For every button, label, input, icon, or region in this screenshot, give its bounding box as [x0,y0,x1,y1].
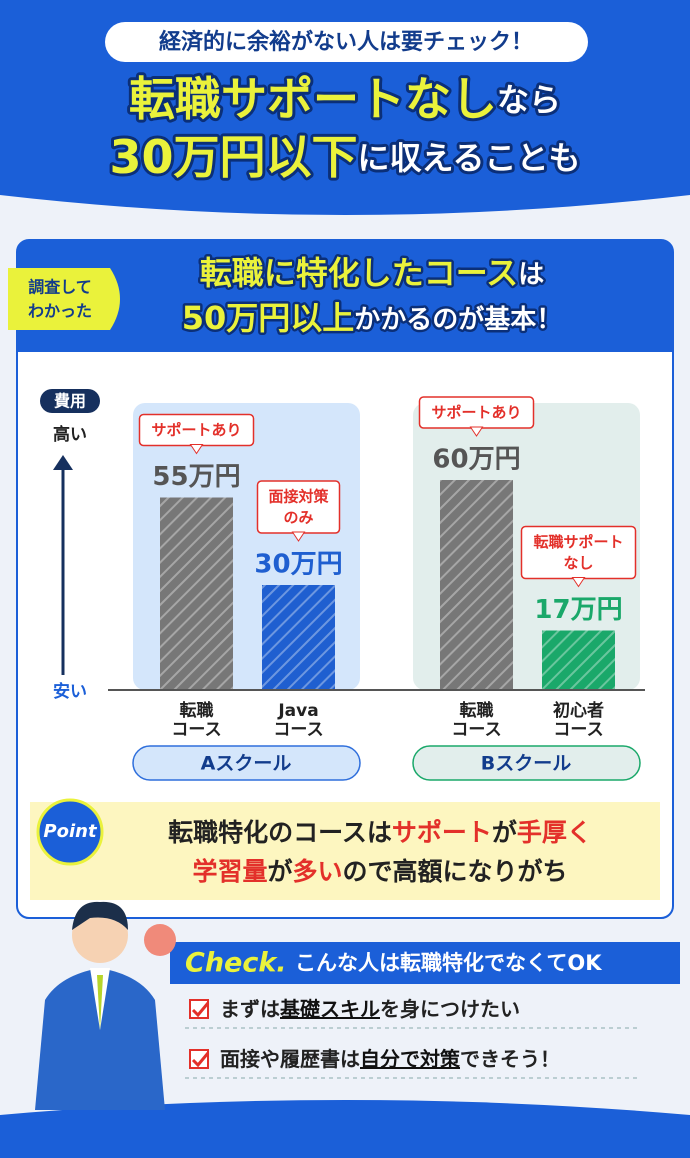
value-label: 30万円 [254,550,342,580]
callout-tail [189,444,204,455]
panel-header [17,240,673,352]
head [72,907,128,963]
arrow-head [53,455,73,470]
text-segment: なら [497,81,561,119]
check-item: まずは基礎スキルを身につけたい [220,997,520,1021]
point-box [30,802,660,900]
value-label: 55万円 [152,462,240,492]
check-band [170,942,680,984]
header-badge: 経済的に余裕がない人は要チェック！ [159,29,533,55]
x-tick-label: 転職 [180,700,214,721]
text-segment: 転職特化のコースは [168,818,392,847]
x-tick-label: Java [277,701,318,721]
check-mark [191,1052,210,1068]
headline: 転職サポートなしなら [129,72,561,126]
text-segment: 面接や履歴書は [220,1047,360,1071]
axis-label-bg [40,389,100,413]
value-label: 17万円 [534,595,622,625]
check-title: こんな人は転職特化でなくてOK [295,951,602,975]
check-mark [191,1002,210,1018]
suit [35,968,165,1110]
text-segment: 学習量 [192,857,267,886]
tag-text: 調査して [28,278,92,297]
person [35,901,176,1110]
tie [97,975,103,1030]
callout-text: 面接対策 [268,488,329,506]
coin-purse [144,924,176,956]
text-segment: 転職サポートなし [129,72,497,126]
tag-bg [8,268,120,330]
callout-text: サポートあり [431,404,521,422]
group-label: Bスクール [481,753,571,775]
text-segment: かかるのが基本！ [354,304,562,335]
text-segment: ので高額になりがち [343,857,568,886]
callout-text: 転職サポート [533,533,623,551]
callout-tail [291,531,306,542]
group-label: Aスクール [201,753,292,775]
axis-low: 安い [53,681,87,702]
text-segment: 手厚く [517,818,592,847]
hair [72,901,128,930]
bar-hatch [160,497,233,690]
x-tick-label: 初心者 [553,700,604,721]
text-segment: に収えることも [357,139,580,177]
x-tick-label: コース [171,720,221,740]
bar-hatch [262,585,335,690]
panel-heading: 転職に特化したコースは [200,254,544,292]
group-pill [132,745,361,781]
text-segment: 30万円以下 [109,130,357,184]
chart: 費用高い安いAスクール55万円サポートあり転職コース30万円面接対策のみJava… [40,389,645,781]
check-badge: Check. [185,948,287,979]
callout-text: なし [563,554,593,572]
bar-hatch [440,480,513,690]
x-tick-label: コース [553,720,603,740]
text-segment: 50万円以上 [182,299,355,337]
axis-high: 高い [53,424,87,445]
callout-tail [469,426,484,437]
x-tick-label: コース [273,720,323,740]
point-text: 転職特化のコースはサポートが手厚く [168,818,592,847]
text-segment: まずは [220,997,280,1021]
value-label: 60万円 [432,445,520,475]
check-item: 面接や履歴書は自分で対策できそう！ [220,1047,560,1071]
text-segment: を身につけたい [380,997,520,1021]
axis-label: 費用 [54,392,86,411]
text-segment: 転職に特化したコース [200,254,518,292]
callout-text: のみ [283,509,313,527]
text-segment: 多い [293,857,343,886]
text-segment: できそう！ [460,1047,560,1071]
text-segment: が [492,818,517,847]
callout-tail [571,577,586,588]
x-tick-label: 転職 [460,700,494,721]
badge-bg [105,22,588,62]
point-badge-bg [36,798,104,866]
panel-heading: 50万円以上かかるのが基本！ [182,299,563,337]
text-segment: サポート [392,818,492,847]
text-segment: が [267,857,292,886]
text-segment: は [518,260,544,290]
footer-band [0,1100,690,1158]
x-tick-label: コース [451,720,501,740]
point-badge: Point [43,821,98,842]
headline: 30万円以下に収えることも [109,130,580,184]
callout-text: サポートあり [151,421,241,439]
text-segment: 基礎スキル [280,997,380,1021]
group-pill [412,745,641,781]
tag-text: わかった [28,302,92,321]
point-text: 学習量が多いので高額になりがち [192,857,567,886]
text-segment: 自分で対策 [360,1047,461,1071]
bar-hatch [542,630,615,690]
